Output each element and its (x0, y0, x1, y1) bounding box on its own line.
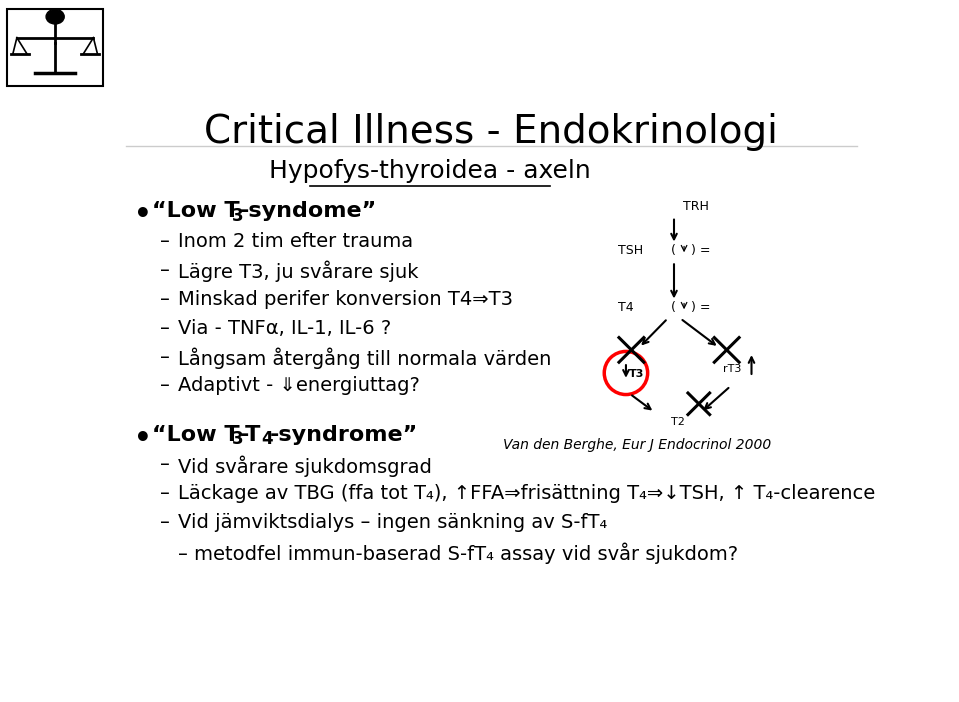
Text: •: • (134, 201, 152, 230)
Text: TRH: TRH (684, 200, 709, 213)
Text: ) =: ) = (691, 244, 711, 257)
Text: (: ( (671, 301, 676, 314)
Text: Minskad perifer konversion T4⇒T3: Minskad perifer konversion T4⇒T3 (178, 290, 513, 309)
Text: -syndome”: -syndome” (240, 201, 377, 221)
Text: Vid jämviktsdialys – ingen sänkning av S-fT₄: Vid jämviktsdialys – ingen sänkning av S… (178, 513, 607, 532)
Text: –: – (160, 513, 170, 532)
Text: Läckage av TBG (ffa tot T₄), ↑FFA⇒frisättning T₄⇒↓TSH, ↑ T₄-clearence: Läckage av TBG (ffa tot T₄), ↑FFA⇒frisät… (178, 484, 876, 503)
Text: Critical Illness - Endokrinologi: Critical Illness - Endokrinologi (204, 113, 778, 151)
Text: Långsam återgång till normala värden: Långsam återgång till normala värden (178, 347, 551, 369)
Text: Hypofys-thyroidea - axeln: Hypofys-thyroidea - axeln (269, 159, 591, 183)
Text: T2: T2 (671, 416, 685, 427)
Text: 3: 3 (231, 206, 243, 225)
Text: •: • (134, 425, 152, 453)
Text: TSH: TSH (619, 244, 643, 257)
Text: 3: 3 (231, 430, 243, 448)
Text: T4: T4 (619, 301, 634, 314)
Text: “Low T: “Low T (152, 425, 240, 444)
Text: –: – (160, 261, 170, 280)
Text: T3: T3 (629, 369, 644, 379)
Text: –: – (160, 456, 170, 475)
Text: -syndrome”: -syndrome” (269, 425, 418, 444)
Text: Inom 2 tim efter trauma: Inom 2 tim efter trauma (178, 232, 413, 251)
Text: -T: -T (240, 425, 262, 444)
Text: Van den Berghe, Eur J Endocrinol 2000: Van den Berghe, Eur J Endocrinol 2000 (503, 439, 771, 453)
Text: –: – (160, 484, 170, 503)
Text: rT3: rT3 (723, 364, 741, 374)
Text: Lägre T3, ju svårare sjuk: Lägre T3, ju svårare sjuk (178, 261, 418, 282)
Text: “Low T: “Low T (152, 201, 240, 221)
Text: –: – (160, 319, 170, 338)
Text: Adaptivt - ⇓energiuttag?: Adaptivt - ⇓energiuttag? (178, 376, 420, 395)
Text: ) =: ) = (691, 301, 711, 314)
Text: Vid svårare sjukdomsgrad: Vid svårare sjukdomsgrad (178, 456, 432, 477)
Text: –: – (160, 290, 170, 309)
Text: (: ( (671, 244, 676, 257)
Text: – metodfel immun-baserad S-fT₄ assay vid svår sjukdom?: – metodfel immun-baserad S-fT₄ assay vid… (178, 542, 738, 564)
Text: –: – (160, 232, 170, 251)
Text: –: – (160, 347, 170, 366)
Text: 4: 4 (261, 430, 272, 448)
FancyBboxPatch shape (7, 8, 104, 86)
Circle shape (46, 9, 64, 24)
Text: Via - TNFα, IL-1, IL-6 ?: Via - TNFα, IL-1, IL-6 ? (178, 319, 391, 338)
Text: –: – (160, 376, 170, 395)
